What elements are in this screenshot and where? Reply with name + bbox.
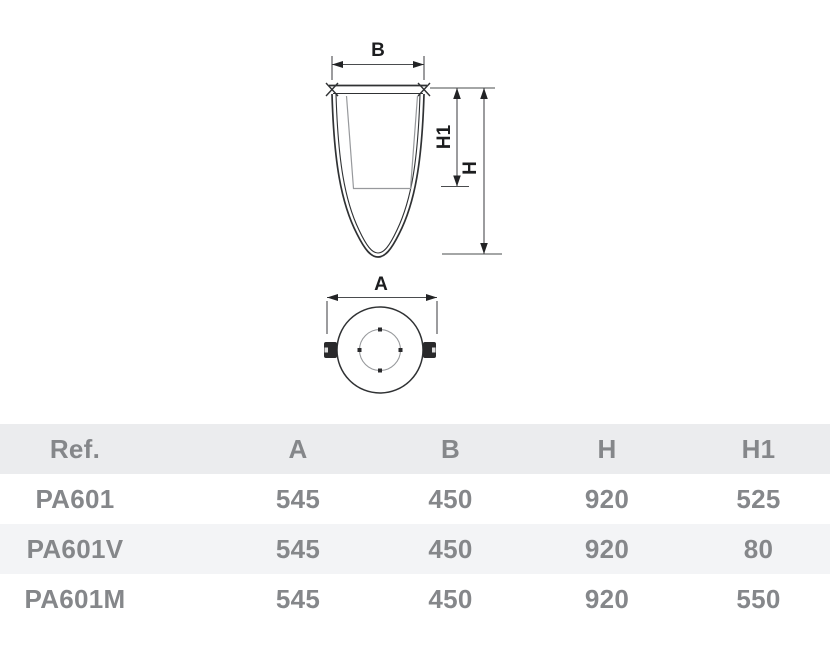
value-cell: 545 bbox=[275, 533, 321, 564]
table-row: PA601 545 450 920 525 bbox=[0, 474, 830, 524]
column-header-b: B bbox=[440, 433, 461, 464]
top-view bbox=[324, 306, 436, 394]
value-cell: 80 bbox=[743, 533, 774, 564]
ref-cell: PA601M bbox=[24, 583, 126, 614]
ref-cell: PA601V bbox=[26, 533, 124, 564]
side-view bbox=[325, 82, 431, 258]
value-cell: 450 bbox=[428, 533, 473, 564]
dim-label-h: H bbox=[460, 161, 481, 175]
column-header-h1: H1 bbox=[741, 433, 776, 464]
inner-circle bbox=[358, 328, 402, 372]
dim-label-b: B bbox=[371, 40, 385, 61]
value-cell: 920 bbox=[584, 583, 630, 614]
column-header-a: A bbox=[288, 433, 308, 464]
value-cell: 920 bbox=[584, 483, 630, 514]
rim-end-marks bbox=[325, 82, 431, 97]
table-row: PA601V 545 450 920 80 bbox=[0, 524, 830, 574]
ref-cell: PA601 bbox=[35, 483, 115, 514]
vase-outer-profile bbox=[331, 93, 425, 258]
spec-table: Ref. A B H H1 PA601 545 450 920 525 PA60… bbox=[0, 424, 830, 624]
diagram-svg: B H1 H bbox=[324, 40, 502, 394]
dimension-a: A bbox=[326, 274, 438, 334]
inner-cavity-outline bbox=[345, 95, 419, 190]
value-cell: 545 bbox=[275, 483, 321, 514]
dimension-h: H bbox=[442, 88, 502, 255]
column-header-ref: Ref. bbox=[49, 433, 101, 464]
dim-label-h1: H1 bbox=[434, 124, 455, 149]
value-cell: 525 bbox=[736, 483, 781, 514]
dimension-b: B bbox=[331, 40, 425, 80]
table-header-row: Ref. A B H H1 bbox=[0, 424, 830, 474]
value-cell: 545 bbox=[275, 583, 321, 614]
arrowhead-left bbox=[332, 61, 343, 68]
value-cell: 920 bbox=[584, 533, 630, 564]
value-cell: 550 bbox=[736, 583, 781, 614]
arrowhead-right bbox=[413, 61, 424, 68]
value-cell: 450 bbox=[428, 483, 473, 514]
column-header-h: H bbox=[597, 433, 617, 464]
table-row: PA601M 545 450 920 550 bbox=[0, 574, 830, 624]
outer-circle bbox=[336, 306, 424, 394]
dimension-diagram: B H1 H bbox=[324, 40, 502, 394]
dimension-h1: H1 bbox=[430, 87, 495, 188]
value-cell: 450 bbox=[428, 583, 473, 614]
side-tabs bbox=[324, 342, 436, 358]
inner-circle-ticks bbox=[357, 327, 403, 373]
dim-label-a: A bbox=[374, 274, 388, 295]
